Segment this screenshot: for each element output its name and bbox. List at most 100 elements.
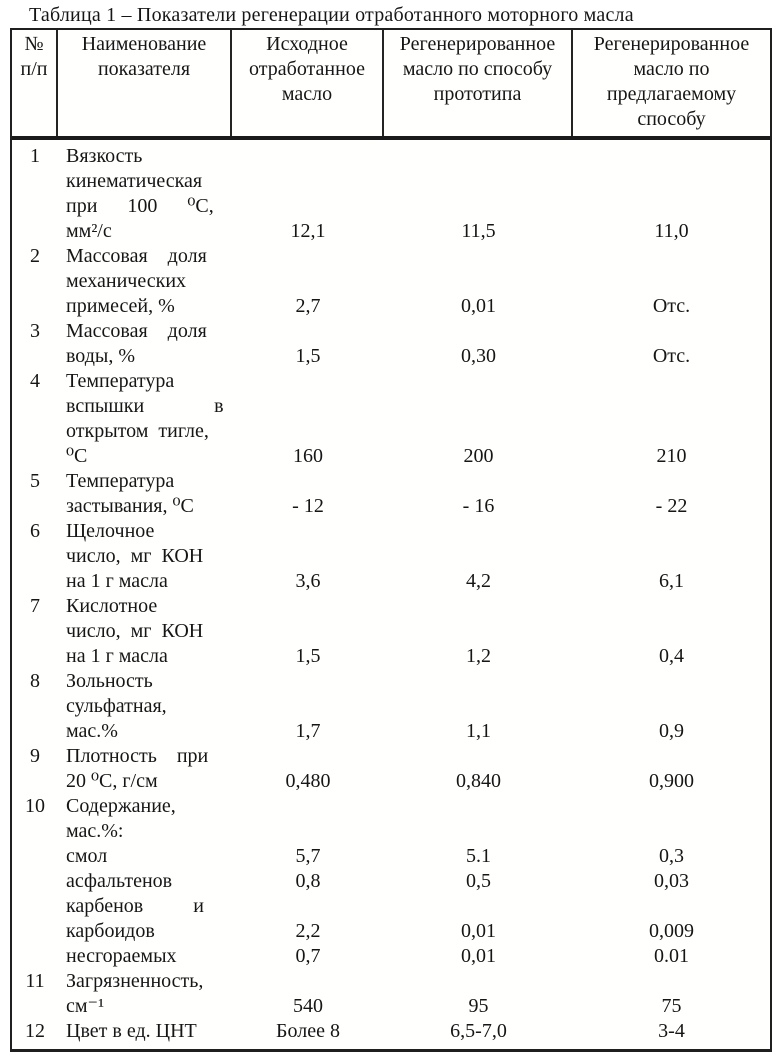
- value-prototype-oil-cell: [384, 469, 573, 494]
- table-line: открытом тигле,: [12, 419, 770, 444]
- value-prototype-oil-cell: 0,01: [461, 945, 496, 967]
- value-proposed-oil-cell: 11,0: [654, 220, 689, 242]
- value-initial-oil-cell: 1,5: [295, 645, 321, 667]
- value-proposed-oil-cell: [573, 169, 770, 194]
- value-proposed-oil-cell: [573, 144, 770, 169]
- table-line: застывания, ⁰С - 12 - 16 - 22: [12, 494, 770, 519]
- value-proposed-oil-cell: [573, 669, 770, 694]
- indicator-name-cell: вспышки в: [66, 395, 224, 417]
- row-number-cell: [12, 294, 58, 319]
- row-number-cell: [12, 444, 58, 469]
- table-line: несгораемых 0,7 0,01 0.01: [12, 944, 770, 969]
- table-line: 20 ⁰С, г/см 0,480 0,840 0,900: [12, 769, 770, 794]
- indicator-name-cell: сульфатная,: [66, 695, 167, 717]
- value-proposed-oil-cell: 0,9: [659, 720, 684, 742]
- value-prototype-oil-cell: [384, 794, 573, 819]
- row-number-cell: [12, 819, 58, 844]
- table-line: при 100 ⁰С,: [12, 194, 770, 219]
- indicator-name-cell: Цвет в ед. ЦНТ: [66, 1020, 197, 1042]
- value-prototype-oil-cell: 95: [468, 995, 489, 1017]
- row-number-cell: [12, 544, 58, 569]
- table-line: мас.% 1,7 1,1 0,9: [12, 719, 770, 744]
- row-number-cell: 2: [30, 245, 40, 267]
- value-initial-oil-cell: [232, 519, 384, 544]
- value-proposed-oil-cell: 6,1: [659, 570, 684, 592]
- indicator-name-cell: число, мг КОН: [66, 620, 204, 642]
- indicator-name-cell: асфальтенов: [66, 870, 173, 892]
- value-initial-oil-cell: 1,7: [295, 720, 321, 742]
- table-line: см⁻¹ 540 95 75: [12, 994, 770, 1019]
- value-prototype-oil-cell: [384, 194, 573, 219]
- value-prototype-oil-cell: [384, 744, 573, 769]
- table-line: ⁰С 160 200 210: [12, 444, 770, 469]
- indicator-name-cell: застывания, ⁰С: [66, 495, 194, 517]
- table-body: 1 Вязкость кинематическая при 100 ⁰С, мм²/с 1…: [12, 140, 770, 1049]
- table-line: на 1 г масла 1,5 1,2 0,4: [12, 644, 770, 669]
- indicator-name-cell: Плотность при: [66, 745, 209, 767]
- table-line: 1 Вязкость: [12, 144, 770, 169]
- value-prototype-oil-cell: 1,1: [466, 720, 491, 742]
- indicator-name-cell: несгораемых: [66, 945, 177, 967]
- value-initial-oil-cell: 2,2: [295, 920, 321, 942]
- table-line: смол 5,7 5.1 0,3: [12, 844, 770, 869]
- indicator-name-cell: Температура: [66, 370, 175, 392]
- indicator-name-cell: ⁰С: [66, 445, 88, 467]
- row-number-cell: [12, 219, 58, 244]
- value-proposed-oil-cell: 210: [656, 445, 687, 467]
- indicator-name-cell: Массовая доля: [66, 320, 207, 342]
- value-prototype-oil-cell: 200: [463, 445, 494, 467]
- value-initial-oil-cell: 12,1: [290, 220, 326, 242]
- value-prototype-oil-cell: 6,5-7,0: [450, 1020, 507, 1042]
- table-line: 5 Температура: [12, 469, 770, 494]
- row-number-cell: 6: [30, 520, 40, 542]
- value-initial-oil-cell: 0,7: [295, 945, 321, 967]
- table-line: примесей, % 2,7 0,01 Отс.: [12, 294, 770, 319]
- table-line: 9 Плотность при: [12, 744, 770, 769]
- row-number-cell: [12, 619, 58, 644]
- row-number-cell: [12, 919, 58, 944]
- value-prototype-oil-cell: - 16: [462, 495, 495, 517]
- value-initial-oil-cell: [232, 469, 384, 494]
- table-line: воды, % 1,5 0,30 Отс.: [12, 344, 770, 369]
- indicator-name-cell: Содержание,: [66, 795, 176, 817]
- value-proposed-oil-cell: [573, 369, 770, 394]
- indicator-name-cell: Загрязненность,: [66, 970, 204, 992]
- indicator-name-cell: мас.%:: [66, 820, 124, 842]
- table-line: 8 Зольность: [12, 669, 770, 694]
- row-number-cell: [12, 769, 58, 794]
- value-proposed-oil-cell: [573, 419, 770, 444]
- row-number-cell: [12, 944, 58, 969]
- value-prototype-oil-cell: [384, 519, 573, 544]
- indicator-name-cell: воды, %: [66, 345, 136, 367]
- value-initial-oil-cell: [232, 394, 384, 419]
- value-prototype-oil-cell: 5.1: [466, 845, 491, 867]
- table-line: сульфатная,: [12, 694, 770, 719]
- value-initial-oil-cell: [232, 669, 384, 694]
- column-header-row-number: № п/п: [12, 30, 58, 136]
- value-initial-oil-cell: 3,6: [295, 570, 321, 592]
- row-number-cell: [12, 194, 58, 219]
- value-prototype-oil-cell: [384, 894, 573, 919]
- table-line: 11 Загрязненность,: [12, 969, 770, 994]
- table-caption: Таблица 1 – Показатели регенерации отраб…: [29, 4, 634, 26]
- value-initial-oil-cell: 5,7: [295, 845, 321, 867]
- value-prototype-oil-cell: [384, 394, 573, 419]
- table-line: карбоидов 2,2 0,01 0,009: [12, 919, 770, 944]
- value-proposed-oil-cell: 0,3: [659, 845, 684, 867]
- value-initial-oil-cell: Более 8: [276, 1020, 340, 1042]
- value-prototype-oil-cell: 0,01: [461, 295, 496, 317]
- value-prototype-oil-cell: [384, 319, 573, 344]
- value-initial-oil-cell: [232, 419, 384, 444]
- value-initial-oil-cell: 540: [293, 995, 323, 1017]
- value-proposed-oil-cell: [573, 744, 770, 769]
- value-initial-oil-cell: [232, 819, 384, 844]
- value-proposed-oil-cell: 0,4: [659, 645, 684, 667]
- indicator-name-cell: см⁻¹: [66, 995, 105, 1017]
- value-proposed-oil-cell: [573, 794, 770, 819]
- column-header-prototype-method-oil: Регенерированное масло по способу протот…: [384, 30, 573, 136]
- row-number-cell: [12, 344, 58, 369]
- row-number-cell: 9: [30, 745, 40, 767]
- value-initial-oil-cell: [232, 244, 384, 269]
- value-initial-oil-cell: 0,8: [295, 870, 321, 892]
- value-initial-oil-cell: [232, 694, 384, 719]
